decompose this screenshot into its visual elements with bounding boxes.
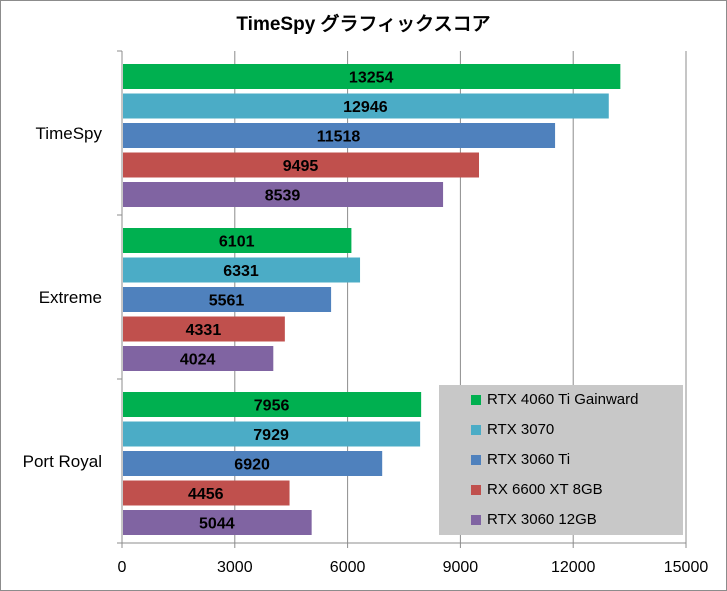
bar (123, 64, 621, 89)
legend-item: RTX 4060 Ti Gainward (471, 391, 638, 408)
category-label: Extreme (39, 288, 102, 307)
data-label: 7929 (253, 427, 289, 444)
data-label: 9495 (283, 158, 319, 175)
x-tick-label: 9000 (443, 559, 479, 576)
chart-title: TimeSpy グラフィックスコア (236, 14, 491, 35)
legend-label: RTX 3060 Ti (487, 451, 571, 468)
bar (123, 316, 285, 342)
legend-item: RTX 3060 12GB (471, 511, 597, 528)
x-tick-label: 15000 (664, 559, 709, 576)
data-label: 8539 (265, 188, 301, 205)
chart-legend: RTX 4060 Ti Gainward RTX 3070 RTX 3060 Ti R… (439, 385, 683, 535)
data-label: 6920 (234, 457, 270, 474)
bar (123, 287, 332, 312)
legend-swatch (471, 424, 481, 435)
legend-swatch (471, 454, 481, 465)
bar (123, 480, 290, 506)
bar (123, 392, 422, 417)
legend-label: RTX 3060 12GB (487, 511, 597, 528)
legend-swatch (471, 484, 481, 495)
data-label: 11518 (317, 129, 361, 146)
bar (123, 182, 444, 207)
x-tick-label: 12000 (551, 559, 596, 576)
x-tick-label: 6000 (330, 559, 366, 576)
category-label: TimeSpy (36, 124, 103, 143)
data-label: 5044 (199, 516, 235, 533)
category-label: Port Royal (23, 452, 102, 471)
legend-item: RX 6600 XT 8GB (471, 481, 603, 498)
bar (123, 421, 421, 447)
legend-swatch (471, 514, 481, 525)
bar (123, 451, 383, 476)
legend-label: RX 6600 XT 8GB (487, 481, 603, 498)
data-label: 5561 (209, 293, 245, 310)
data-label: 12946 (343, 99, 388, 116)
bar (123, 257, 361, 283)
data-label: 13254 (349, 70, 394, 87)
bar (123, 93, 609, 119)
x-tick-label: 3000 (217, 559, 253, 576)
data-label: 6331 (223, 263, 259, 280)
bar (123, 228, 352, 253)
data-label: 4456 (188, 486, 224, 503)
legend-item: RTX 3070 (471, 421, 554, 438)
data-label: 4024 (180, 352, 216, 369)
data-label: 4331 (186, 322, 222, 339)
bar (123, 152, 480, 178)
data-label: 6101 (219, 234, 255, 251)
legend-item: RTX 3060 Ti (471, 451, 570, 468)
legend-swatch (471, 394, 481, 405)
legend-label: RTX 4060 Ti Gainward (487, 391, 639, 408)
data-label: 7956 (254, 398, 290, 415)
legend-label: RTX 3070 (487, 421, 555, 438)
bar (123, 510, 312, 535)
bar (123, 346, 274, 371)
x-tick-label: 0 (118, 559, 127, 576)
bar (123, 123, 556, 148)
